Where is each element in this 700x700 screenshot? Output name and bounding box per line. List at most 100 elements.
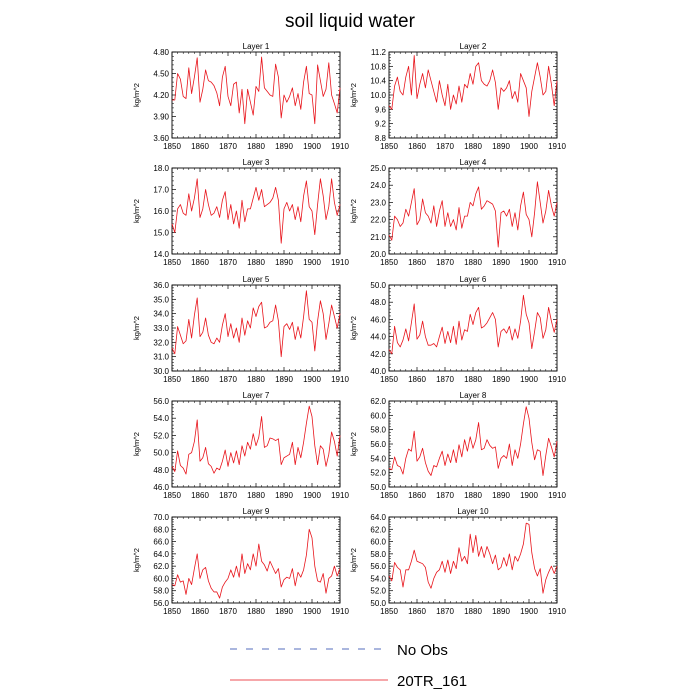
legend-label-no-obs: No Obs bbox=[397, 642, 448, 659]
y-tick-label: 20.0 bbox=[370, 250, 386, 259]
x-tick-label: 1890 bbox=[492, 375, 510, 384]
panel-layer-7: Layer 7 kg/m^2 1850 1860 1870 1880 1890 1900 191… bbox=[132, 391, 349, 500]
x-tick-label: 1860 bbox=[408, 375, 426, 384]
panel-title: Layer 4 bbox=[460, 158, 487, 167]
x-tick-label: 1850 bbox=[163, 607, 181, 616]
y-axis-label: kg/m^2 bbox=[132, 83, 141, 107]
panel-title: Layer 10 bbox=[457, 507, 489, 516]
y-tick-label: 22.0 bbox=[370, 216, 386, 225]
x-tick-label: 1860 bbox=[191, 258, 209, 267]
y-tick-label: 56.0 bbox=[370, 562, 386, 571]
y-tick-label: 62.0 bbox=[370, 397, 386, 406]
x-tick-label: 1900 bbox=[520, 607, 538, 616]
x-tick-label: 1870 bbox=[436, 375, 454, 384]
y-tick-label: 9.6 bbox=[375, 105, 387, 114]
x-tick-label: 1860 bbox=[191, 142, 209, 151]
x-tick-label: 1870 bbox=[436, 142, 454, 151]
figure-title: soil liquid water bbox=[285, 11, 416, 32]
y-tick-label: 40.0 bbox=[370, 367, 386, 376]
x-tick-label: 1880 bbox=[464, 491, 482, 500]
y-tick-label: 24.0 bbox=[370, 181, 386, 190]
y-tick-label: 44.0 bbox=[370, 333, 386, 342]
x-tick-label: 1900 bbox=[520, 142, 538, 151]
y-tick-label: 11.2 bbox=[371, 48, 387, 57]
x-tick-label: 1850 bbox=[163, 375, 181, 384]
series-line-layer-2 bbox=[388, 55, 558, 117]
panel-layer-4: Layer 4 kg/m^2 1850 1860 1870 1880 1890 1900 191… bbox=[349, 158, 566, 267]
x-tick-label: 1890 bbox=[492, 491, 510, 500]
x-tick-label: 1850 bbox=[163, 258, 181, 267]
x-tick-label: 1910 bbox=[548, 142, 566, 151]
x-tick-label: 1880 bbox=[464, 258, 482, 267]
x-tick-label: 1870 bbox=[219, 607, 237, 616]
y-tick-label: 50.0 bbox=[370, 599, 386, 608]
x-tick-label: 1850 bbox=[380, 375, 398, 384]
y-tick-label: 9.2 bbox=[375, 120, 387, 129]
y-tick-label: 60.0 bbox=[153, 574, 169, 583]
series-line-layer-4 bbox=[388, 181, 558, 248]
x-tick-label: 1910 bbox=[331, 607, 349, 616]
x-tick-label: 1870 bbox=[219, 142, 237, 151]
y-tick-label: 16.0 bbox=[153, 207, 169, 216]
y-tick-label: 35.0 bbox=[153, 295, 169, 304]
x-tick-label: 1860 bbox=[408, 258, 426, 267]
y-tick-label: 70.0 bbox=[153, 513, 169, 522]
y-tick-label: 10.8 bbox=[370, 62, 386, 71]
y-tick-label: 68.0 bbox=[153, 525, 169, 534]
x-tick-label: 1850 bbox=[163, 142, 181, 151]
x-tick-label: 1870 bbox=[436, 491, 454, 500]
series-line-layer-3 bbox=[171, 178, 341, 244]
panel-layer-2: Layer 2 kg/m^2 1850 1860 1870 1880 1890 1900 191… bbox=[349, 42, 566, 151]
x-tick-label: 1910 bbox=[548, 491, 566, 500]
panel-layer-6: Layer 6 kg/m^2 1850 1860 1870 1880 1890 1900 191… bbox=[349, 275, 566, 384]
x-tick-label: 1860 bbox=[191, 491, 209, 500]
x-tick-label: 1860 bbox=[191, 607, 209, 616]
y-tick-label: 14.0 bbox=[153, 250, 169, 259]
x-tick-label: 1850 bbox=[380, 258, 398, 267]
plot-frame bbox=[388, 516, 558, 604]
y-tick-label: 64.0 bbox=[370, 513, 386, 522]
y-tick-label: 56.0 bbox=[153, 599, 169, 608]
panel-layer-5: Layer 5 kg/m^2 1850 1860 1870 1880 1890 1900 191… bbox=[132, 275, 349, 384]
plot-frame bbox=[388, 167, 558, 255]
y-tick-label: 15.0 bbox=[153, 229, 169, 238]
panel-title: Layer 7 bbox=[243, 391, 270, 400]
y-tick-label: 58.0 bbox=[370, 426, 386, 435]
x-tick-label: 1890 bbox=[492, 142, 510, 151]
panel-title: Layer 2 bbox=[460, 42, 487, 51]
y-tick-label: 31.0 bbox=[153, 353, 169, 362]
y-tick-label: 56.0 bbox=[370, 440, 386, 449]
y-axis-label: kg/m^2 bbox=[349, 199, 358, 223]
x-tick-label: 1880 bbox=[247, 142, 265, 151]
x-tick-label: 1910 bbox=[331, 258, 349, 267]
y-tick-label: 52.0 bbox=[153, 431, 169, 440]
series-line-layer-1 bbox=[172, 56, 341, 125]
panel-title: Layer 3 bbox=[243, 158, 270, 167]
y-tick-label: 62.0 bbox=[370, 525, 386, 534]
y-axis-label: kg/m^2 bbox=[349, 548, 358, 572]
y-tick-label: 32.0 bbox=[153, 338, 169, 347]
legend: No Obs 20TR_161 bbox=[230, 642, 467, 690]
y-tick-label: 66.0 bbox=[153, 538, 169, 547]
x-tick-label: 1870 bbox=[219, 491, 237, 500]
x-tick-label: 1880 bbox=[247, 258, 265, 267]
y-tick-label: 56.0 bbox=[153, 397, 169, 406]
x-tick-label: 1870 bbox=[219, 258, 237, 267]
panel-layer-1: Layer 1 kg/m^2 1850 1860 1870 1880 1890 1900 191… bbox=[132, 42, 349, 151]
x-tick-label: 1880 bbox=[464, 142, 482, 151]
y-tick-label: 3.90 bbox=[153, 113, 169, 122]
y-tick-label: 64.0 bbox=[153, 550, 169, 559]
x-tick-label: 1870 bbox=[219, 375, 237, 384]
panel-layer-9: Layer 9 kg/m^2 1850 1860 1870 1880 1890 1900 191… bbox=[132, 507, 349, 616]
x-tick-label: 1890 bbox=[492, 258, 510, 267]
x-tick-label: 1910 bbox=[548, 375, 566, 384]
x-tick-label: 1870 bbox=[436, 607, 454, 616]
x-tick-label: 1890 bbox=[275, 491, 293, 500]
panel-layer-10: Layer 10 kg/m^2 1850 1860 1870 1880 1890 1900 19… bbox=[349, 507, 566, 616]
y-tick-label: 62.0 bbox=[153, 562, 169, 571]
y-axis-label: kg/m^2 bbox=[349, 432, 358, 456]
y-tick-label: 42.0 bbox=[370, 350, 386, 359]
panel-title: Layer 8 bbox=[460, 391, 487, 400]
x-tick-label: 1900 bbox=[303, 375, 321, 384]
